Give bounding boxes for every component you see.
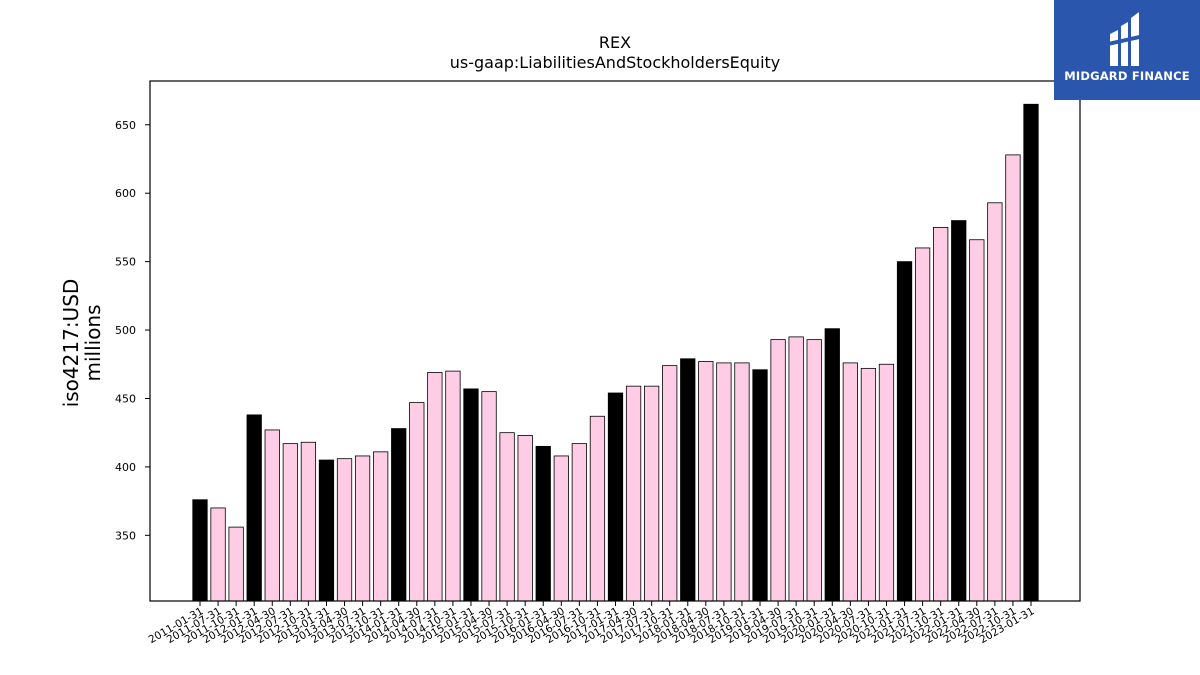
bar-2014-07-31	[427, 372, 443, 602]
bar-2022-04-30	[969, 239, 985, 602]
bar-2019-04-30	[770, 339, 786, 602]
y-tick-label: 400	[115, 461, 136, 474]
plot-frame	[149, 80, 1081, 602]
bar-2016-07-31	[571, 443, 587, 602]
bar-2021-10-31	[933, 227, 949, 602]
midgard-logo-icon	[1108, 12, 1144, 66]
bar-2018-04-30	[698, 361, 714, 602]
bar-2013-01-31	[318, 459, 335, 602]
y-axis-ticks: 350 400 450 500 550 600 650	[115, 119, 150, 542]
brand-name: MIDGARD FINANCE	[1064, 69, 1190, 83]
bar-2022-07-31	[987, 202, 1003, 602]
bar-2015-01-31	[463, 388, 479, 602]
bar-2011-07-31	[210, 507, 226, 602]
chart-subtitle: us-gaap:LiabilitiesAndStockholdersEquity	[450, 53, 781, 72]
bars	[192, 103, 1039, 602]
y-axis-label: iso4217:USD	[59, 279, 83, 408]
bar-2012-04-30	[264, 429, 280, 602]
bar-2015-10-31	[517, 435, 533, 602]
bar-2016-01-31	[535, 445, 551, 602]
bar-2022-01-31	[951, 220, 967, 602]
y-axis-unit: millions	[81, 304, 105, 381]
bar-2023-01-31	[1023, 103, 1039, 602]
chart-title: REX	[599, 33, 631, 52]
bar-2015-07-31	[499, 432, 515, 602]
y-tick-label: 650	[115, 119, 136, 132]
bar-2020-04-30	[842, 362, 858, 602]
x-axis-ticks: 2011-01-312011-07-312011-10-312012-01-31…	[147, 601, 1037, 646]
bar-2014-10-31	[445, 370, 461, 602]
bar-2017-07-31	[644, 385, 660, 602]
y-tick-label: 550	[115, 256, 136, 269]
y-tick-label: 350	[115, 529, 136, 542]
midgard-finance-logo: MIDGARD FINANCE	[1054, 0, 1200, 100]
bar-2019-01-31	[752, 369, 768, 602]
y-tick-label: 600	[115, 187, 136, 200]
bar-2021-07-31	[914, 247, 931, 602]
y-tick-label: 500	[115, 324, 136, 337]
bar-2016-10-31	[589, 415, 606, 602]
bar-2013-04-30	[336, 458, 353, 602]
bar-2015-04-30	[481, 391, 497, 602]
bar-2012-01-31	[246, 414, 262, 602]
bar-2011-01-31	[192, 499, 208, 602]
bar-2012-10-31	[300, 441, 317, 602]
bar-2014-04-30	[409, 402, 425, 602]
bar-2016-04-30	[553, 455, 569, 602]
bar-2020-10-31	[878, 363, 895, 602]
bar-2019-07-31	[788, 336, 804, 602]
bar-2013-07-31	[354, 455, 371, 602]
bar-2019-10-31	[806, 339, 822, 602]
bar-2017-10-31	[662, 365, 678, 602]
bar-2018-10-31	[734, 362, 750, 602]
bar-2018-01-31	[680, 358, 696, 602]
bar-2018-07-31	[716, 362, 732, 602]
bar-2013-10-31	[373, 451, 389, 602]
bar-2022-10-31	[1005, 154, 1021, 602]
bar-2021-01-31	[896, 261, 913, 602]
y-axis-label-group: iso4217:USD millions	[59, 279, 105, 408]
bar-2017-01-31	[607, 392, 624, 602]
bar-2020-01-31	[824, 328, 840, 602]
y-tick-label: 450	[115, 392, 136, 405]
bar-2014-01-31	[391, 428, 407, 602]
bar-2017-04-30	[625, 385, 642, 602]
bar-2011-10-31	[228, 526, 244, 602]
bar-2020-07-31	[860, 367, 877, 602]
bar-2012-07-31	[282, 443, 298, 602]
